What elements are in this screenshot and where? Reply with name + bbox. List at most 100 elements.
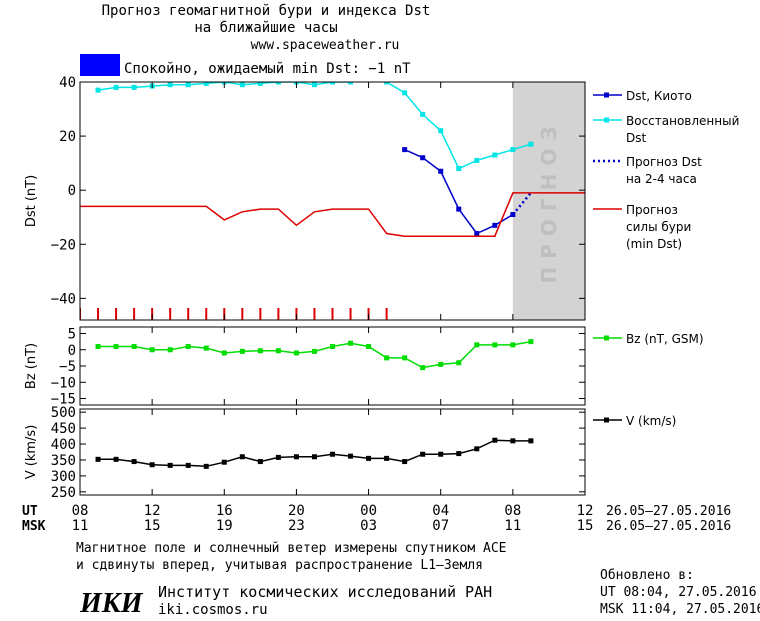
data-point bbox=[257, 82, 263, 86]
series-line-0-3 bbox=[80, 192, 585, 237]
panel-frame-1 bbox=[79, 326, 586, 406]
data-point bbox=[330, 344, 335, 349]
data-point bbox=[95, 87, 101, 93]
data-point bbox=[420, 155, 426, 161]
y-tick-label: 20 bbox=[59, 129, 76, 145]
y-tick-label: −5 bbox=[59, 359, 76, 375]
data-point bbox=[275, 82, 281, 85]
data-point bbox=[239, 454, 245, 460]
data-point bbox=[95, 456, 101, 462]
panel-frame-0 bbox=[79, 81, 586, 321]
msk-tick-label: 03 bbox=[360, 518, 377, 534]
data-point bbox=[149, 347, 155, 353]
updated-msk: MSK 11:04, 27.05.2016 bbox=[600, 602, 760, 617]
data-point bbox=[131, 84, 137, 90]
data-point bbox=[348, 453, 354, 459]
data-point bbox=[293, 350, 299, 356]
updated-label: Обновлено в: bbox=[600, 568, 694, 583]
ut-tick-label: 08 bbox=[504, 503, 521, 519]
data-point bbox=[203, 463, 209, 469]
plot-area-2 bbox=[95, 437, 534, 469]
data-point bbox=[492, 437, 498, 443]
ut-tick-label: 04 bbox=[432, 503, 449, 519]
y-tick-label: −15 bbox=[51, 392, 76, 408]
data-point bbox=[510, 147, 516, 153]
data-point bbox=[420, 451, 426, 457]
data-point bbox=[474, 157, 480, 163]
data-point bbox=[528, 438, 534, 444]
data-point bbox=[185, 462, 191, 468]
updated-ut: UT 08:04, 27.05.2016 bbox=[600, 585, 757, 600]
data-point bbox=[366, 77, 371, 82]
data-point bbox=[438, 361, 444, 367]
data-point bbox=[420, 365, 426, 371]
ut-tick-label: 16 bbox=[216, 503, 233, 519]
status-color-swatch bbox=[80, 54, 120, 76]
y-tick-label: 40 bbox=[59, 75, 76, 91]
data-point bbox=[492, 342, 498, 348]
msk-tick-label: 19 bbox=[216, 518, 233, 534]
data-point bbox=[438, 128, 444, 134]
y-tick-label: 500 bbox=[51, 405, 76, 421]
institute-site[interactable]: iki.cosmos.ru bbox=[158, 602, 268, 618]
data-point bbox=[221, 350, 227, 356]
data-point bbox=[384, 355, 390, 361]
data-point bbox=[456, 360, 462, 366]
y-tick-label: 350 bbox=[51, 453, 76, 469]
legend-label: Восстановленный bbox=[626, 114, 739, 128]
msk-tick-label: 15 bbox=[577, 518, 594, 534]
legend-label: на 2-4 часа bbox=[626, 172, 697, 186]
data-point bbox=[311, 82, 317, 88]
panel-frame-2 bbox=[79, 408, 586, 496]
data-point bbox=[510, 438, 516, 444]
data-point bbox=[275, 454, 281, 460]
legend-marker bbox=[604, 417, 609, 423]
data-point bbox=[402, 90, 408, 96]
data-point bbox=[510, 342, 516, 348]
legend-label: Прогноз bbox=[626, 203, 678, 217]
data-point bbox=[456, 206, 462, 212]
y-tick-label: −40 bbox=[51, 291, 76, 307]
y-tick-label: 5 bbox=[68, 327, 76, 343]
y-tick-label: 0 bbox=[68, 343, 76, 359]
data-point bbox=[348, 82, 354, 85]
legend-marker bbox=[604, 92, 609, 98]
data-point bbox=[185, 82, 191, 88]
data-point bbox=[366, 344, 372, 349]
ut-tick-label: 12 bbox=[144, 503, 161, 519]
forecast-band bbox=[512, 82, 585, 320]
source-url[interactable]: www.spaceweather.ru bbox=[250, 38, 400, 53]
ut-tick-label: 20 bbox=[288, 503, 305, 519]
y-tick-label: 0 bbox=[68, 183, 76, 199]
data-point bbox=[402, 147, 408, 153]
data-point bbox=[420, 111, 426, 117]
data-point bbox=[474, 342, 480, 348]
data-point bbox=[239, 82, 245, 88]
data-point bbox=[510, 212, 516, 218]
data-point bbox=[402, 459, 408, 465]
y-tick-label: 400 bbox=[51, 437, 76, 453]
iki-logo-text: ИКИ bbox=[79, 588, 144, 617]
status-text: Спокойно, ожидаемый min Dst: −1 nT bbox=[124, 61, 411, 77]
legend-label: силы бури bbox=[626, 220, 691, 234]
data-point bbox=[203, 345, 209, 351]
ut-axis-label: UT bbox=[22, 504, 38, 519]
data-point bbox=[275, 348, 281, 354]
footnote-line1: Магнитное поле и солнечный ветер измерен… bbox=[76, 541, 507, 556]
data-point bbox=[167, 82, 173, 88]
data-point bbox=[167, 347, 173, 353]
iki-logo: ИКИ bbox=[78, 585, 146, 619]
series-line-2-0 bbox=[98, 439, 531, 468]
msk-tick-label: 15 bbox=[144, 518, 161, 534]
y-axis-label: V (km/s) bbox=[24, 425, 39, 480]
msk-date-range: 26.05–27.05.2016 bbox=[606, 519, 731, 534]
data-point bbox=[384, 82, 390, 85]
data-point bbox=[113, 84, 119, 90]
chart-title: Прогноз геомагнитной бури и индекса Dst bbox=[101, 3, 431, 19]
data-point bbox=[366, 455, 372, 461]
data-point bbox=[257, 459, 263, 465]
data-point bbox=[492, 152, 498, 158]
data-point bbox=[528, 141, 534, 147]
data-point bbox=[311, 348, 317, 354]
data-point bbox=[348, 340, 354, 346]
